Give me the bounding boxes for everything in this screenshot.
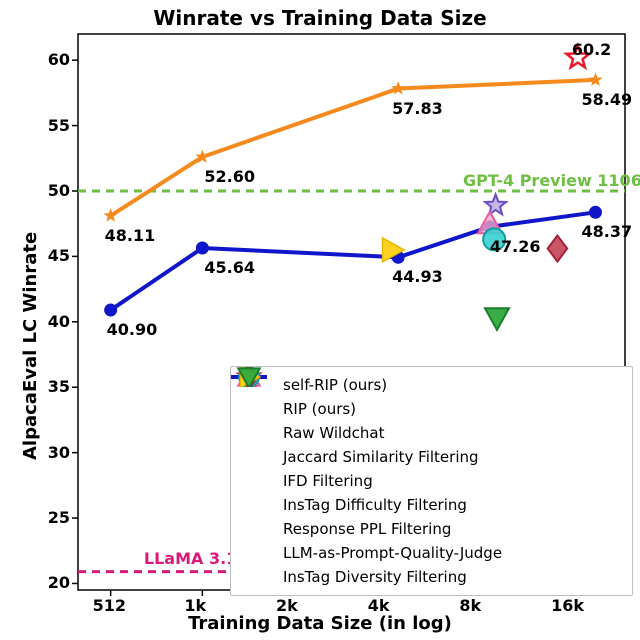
point-label: 48.37 bbox=[581, 222, 632, 241]
legend-item: RIP (ours) bbox=[239, 397, 624, 421]
legend-swatch bbox=[239, 471, 275, 491]
x-tick-label: 4k bbox=[368, 596, 390, 615]
legend-swatch bbox=[239, 543, 275, 563]
y-tick-label: 30 bbox=[48, 443, 70, 462]
y-tick-label: 45 bbox=[48, 246, 70, 265]
legend-swatch bbox=[239, 567, 275, 587]
legend-swatch bbox=[239, 399, 275, 419]
point-label: 58.49 bbox=[581, 90, 632, 109]
legend-label: self-RIP (ours) bbox=[283, 376, 387, 394]
legend-label: IFD Filtering bbox=[283, 472, 373, 490]
y-tick-label: 20 bbox=[48, 573, 70, 592]
legend-item: Raw Wildchat bbox=[239, 421, 624, 445]
y-tick-label: 25 bbox=[48, 508, 70, 527]
point-label: 45.64 bbox=[204, 258, 255, 277]
y-tick-label: 60 bbox=[48, 50, 70, 69]
x-tick-label: 512 bbox=[93, 596, 126, 615]
legend-swatch bbox=[239, 423, 275, 443]
legend-label: Response PPL Filtering bbox=[283, 520, 451, 538]
y-tick-label: 55 bbox=[48, 116, 70, 135]
legend-item: IFD Filtering bbox=[239, 469, 624, 493]
scatter-label: 60.2 bbox=[572, 40, 611, 59]
legend-item: Jaccard Similarity Filtering bbox=[239, 445, 624, 469]
legend-item: self-RIP (ours) bbox=[239, 373, 624, 397]
legend-swatch bbox=[239, 447, 275, 467]
legend-label: Raw Wildchat bbox=[283, 424, 385, 442]
legend-swatch bbox=[239, 519, 275, 539]
y-tick-label: 35 bbox=[48, 377, 70, 396]
point-label: 44.93 bbox=[392, 267, 443, 286]
winrate-chart: Winrate vs Training Data Size AlpacaEval… bbox=[0, 0, 640, 640]
hline-label: GPT-4 Preview 1106 bbox=[463, 171, 640, 190]
legend-item: LLM-as-Prompt-Quality-Judge bbox=[239, 541, 624, 565]
point-label: 47.26 bbox=[490, 237, 541, 256]
point-label: 48.11 bbox=[105, 226, 156, 245]
legend-label: LLM-as-Prompt-Quality-Judge bbox=[283, 544, 502, 562]
point-label: 40.90 bbox=[107, 320, 158, 339]
x-tick-label: 2k bbox=[276, 596, 298, 615]
y-tick-label: 50 bbox=[48, 181, 70, 200]
point-label: 52.60 bbox=[204, 167, 255, 186]
legend-item: InsTag Difficulty Filtering bbox=[239, 493, 624, 517]
legend-label: Jaccard Similarity Filtering bbox=[283, 448, 479, 466]
legend: self-RIP (ours) RIP (ours) Raw Wildchat Jac… bbox=[230, 366, 633, 596]
x-tick-label: 16k bbox=[551, 596, 584, 615]
legend-label: InsTag Diversity Filtering bbox=[283, 568, 467, 586]
legend-label: InsTag Difficulty Filtering bbox=[283, 496, 467, 514]
y-tick-label: 40 bbox=[48, 312, 70, 331]
x-tick-label: 1k bbox=[184, 596, 206, 615]
legend-item: InsTag Diversity Filtering bbox=[239, 565, 624, 589]
legend-label: RIP (ours) bbox=[283, 400, 356, 418]
legend-swatch bbox=[239, 495, 275, 515]
x-tick-label: 8k bbox=[459, 596, 481, 615]
legend-item: Response PPL Filtering bbox=[239, 517, 624, 541]
point-label: 57.83 bbox=[392, 99, 443, 118]
